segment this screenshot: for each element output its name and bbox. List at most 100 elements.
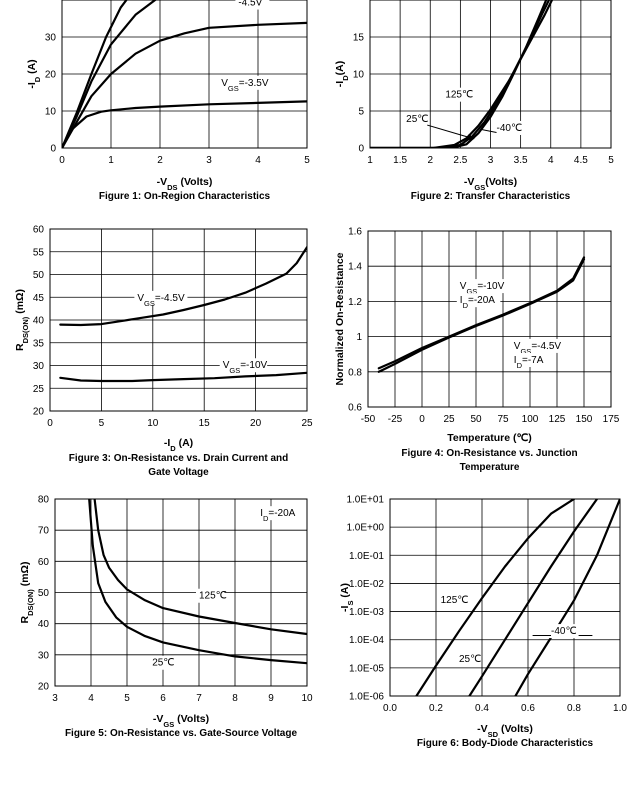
- x-tick-label: -50: [361, 414, 376, 425]
- figure-caption: Figure 1: On-Region Characteristics: [99, 191, 271, 202]
- x-tick-label: 6: [160, 693, 166, 704]
- y-axis-label: -ID(A): [334, 61, 350, 87]
- annotation-background: [456, 279, 505, 294]
- y-tick-label: 10: [45, 107, 57, 118]
- annotation-label: VGS=-4.5V: [514, 341, 562, 356]
- y-axis-label: -IS (A): [339, 583, 355, 612]
- annotation-label: 125℃: [441, 595, 469, 606]
- leader-arrow-25c: [427, 124, 475, 141]
- x-tick-label: 2.5: [453, 155, 467, 166]
- figure-caption-line-2: Gate Voltage: [148, 467, 209, 478]
- annotation-label: 25℃: [459, 654, 481, 665]
- figure-6-body-diode: 0.0 0.2 0.4 0.6 0.8 1.0 1.0E-06 1.0E-05 1.0E-04 1…: [339, 495, 627, 750]
- annotation-label: 25℃: [406, 114, 428, 125]
- annotation-background: [437, 593, 466, 608]
- series-curve-1: [59, 371, 307, 383]
- x-tick-label: 3: [206, 155, 212, 166]
- series-curve-2: [514, 499, 620, 696]
- y-tick-label: 80: [38, 495, 50, 506]
- annotation-background: [493, 120, 522, 135]
- x-tick-label: 175: [603, 414, 620, 425]
- x-tick-label: 5: [99, 418, 105, 429]
- y-tick-label: 40: [38, 619, 50, 630]
- annotation-background: [134, 290, 188, 305]
- annotation-label: 125℃: [199, 591, 227, 602]
- annotation-background: [442, 87, 471, 102]
- y-tick-label: 1.0E-06: [349, 692, 384, 703]
- x-tick-label: 8: [232, 693, 238, 704]
- series-curve-0: [62, 100, 307, 148]
- y-tick-label: 70: [38, 526, 50, 537]
- x-tick-label: 25: [301, 418, 313, 429]
- figure-2-transfer: 1 1.5 2 2.5 3 3.5 4 4.5 5 0 5 10 15 -VGS(Volts) -ID(A)…: [334, 0, 614, 202]
- x-tick-label: 1.0: [613, 703, 627, 714]
- series-curve-0: [370, 0, 554, 148]
- figure-caption: Figure 6: Body-Diode Characteristics: [417, 738, 594, 749]
- y-tick-label: 1.0E-04: [349, 635, 384, 646]
- y-tick-label: 45: [33, 293, 45, 304]
- annotation-background: [456, 652, 479, 667]
- annotation-label: VGS=-4.5V: [137, 293, 185, 308]
- x-tick-label: 4: [548, 155, 554, 166]
- annotation-background: [403, 112, 426, 127]
- y-axis-label: -ID (A): [26, 59, 42, 88]
- y-tick-label: 20: [33, 407, 45, 418]
- y-tick-label: 1.0E-02: [349, 579, 384, 590]
- figure-1-on-region: 0 1 2 3 4 5 0 10 20 30 -VDS (Volts) -ID (A) Figure 1…: [26, 0, 310, 202]
- y-axis-label: RDS(ON) (mΩ): [19, 562, 35, 624]
- y-tick-label: 0: [50, 144, 56, 155]
- y-tick-label: 40: [33, 316, 45, 327]
- annotation-background: [548, 624, 577, 639]
- annotation-label: ID=-7A: [514, 355, 544, 370]
- y-axis-label: Normalized On-Resistance: [334, 252, 346, 385]
- y-axis-label: RDS(ON) (mΩ): [14, 289, 30, 351]
- y-tick-label: 55: [33, 247, 45, 258]
- annotation-label: -40℃: [497, 123, 523, 134]
- x-tick-label: 75: [497, 414, 509, 425]
- x-tick-label: 1.5: [393, 155, 407, 166]
- y-tick-label: 15: [353, 33, 365, 44]
- x-tick-label: -25: [388, 414, 403, 425]
- annotation-label: -40℃: [551, 626, 577, 637]
- y-tick-label: 50: [38, 588, 50, 599]
- x-tick-label: 1: [108, 155, 114, 166]
- y-tick-label: 1.0E+01: [346, 495, 384, 506]
- x-tick-label: 9: [268, 693, 274, 704]
- annotation-background: [456, 293, 501, 308]
- y-tick-label: 25: [33, 384, 45, 395]
- x-tick-label: 4: [88, 693, 94, 704]
- x-tick-label: 5: [304, 155, 310, 166]
- figure-4-on-resistance-vs-temperature: -50 -25 0 25 50 75 100 125 150 175 0.6 0.8 1 1.2 1.4 1.…: [334, 227, 620, 474]
- annotation-label: ID=-20A: [260, 508, 295, 523]
- y-tick-label: 60: [33, 225, 45, 236]
- series-curve-3: [62, 0, 128, 148]
- x-axis-label: -VSD (Volts): [477, 723, 533, 739]
- x-tick-label: 125: [549, 414, 566, 425]
- x-tick-label: 4: [255, 155, 261, 166]
- x-tick-label: 4.5: [574, 155, 588, 166]
- x-tick-label: 7: [196, 693, 202, 704]
- x-tick-label: 3: [52, 693, 58, 704]
- annotation-label: ID=-20A: [460, 295, 495, 310]
- x-tick-label: 1: [367, 155, 373, 166]
- x-tick-label: 0.8: [567, 703, 581, 714]
- series-curve-0: [93, 499, 307, 636]
- annotation-background: [218, 75, 272, 90]
- y-tick-label: 30: [45, 33, 57, 44]
- x-tick-label: 15: [199, 418, 211, 429]
- y-tick-label: 1.0E-03: [349, 607, 384, 618]
- y-tick-label: 1.6: [348, 227, 362, 238]
- annotation-background: [510, 338, 564, 353]
- y-tick-label: 50: [33, 270, 45, 281]
- x-axis-label: -VGS (Volts): [153, 713, 209, 729]
- y-tick-label: 1.0E+00: [346, 523, 384, 534]
- x-tick-label: 3: [488, 155, 494, 166]
- x-tick-label: 2: [157, 155, 163, 166]
- y-tick-label: 10: [353, 70, 365, 81]
- figure-caption-line-2: Temperature: [460, 462, 520, 473]
- y-tick-label: 20: [38, 682, 50, 693]
- x-tick-label: 0.6: [521, 703, 535, 714]
- figure-caption: Figure 2: Transfer Characteristics: [411, 191, 571, 202]
- series-curve-0: [415, 499, 576, 696]
